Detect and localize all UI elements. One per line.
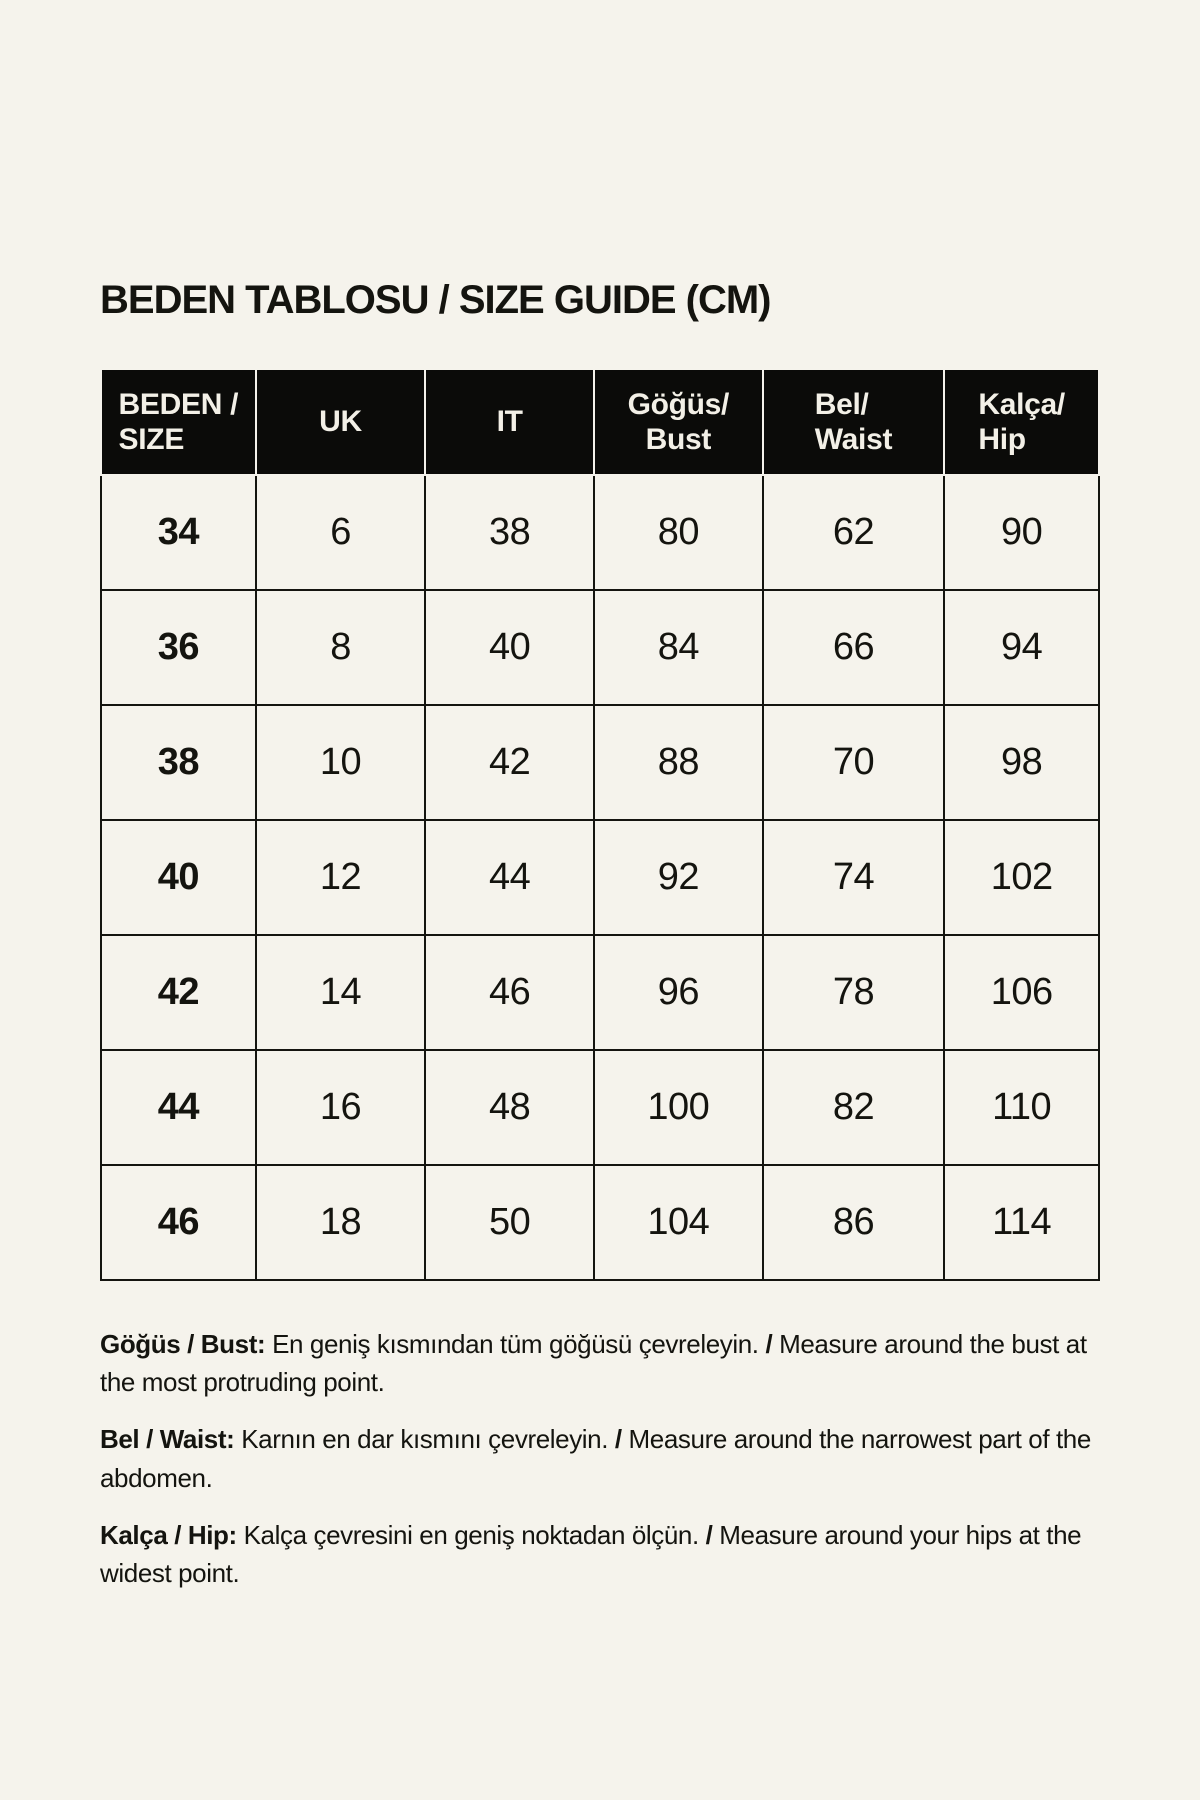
header-uk: UK — [254, 368, 427, 476]
cell-it: 40 — [424, 589, 595, 706]
note-hip-tr: Kalça çevresini en geniş noktadan ölçün. — [236, 1519, 706, 1550]
cell-it: 44 — [424, 819, 595, 936]
table-row-36: 36 8 40 84 66 94 — [100, 589, 1100, 706]
note-bust-separator: / — [765, 1329, 773, 1359]
note-waist-label: Bel / Waist: — [100, 1424, 235, 1455]
measurement-notes: Göğüs / Bust: En geniş kısmından tüm göğ… — [100, 1325, 1124, 1592]
cell-bust: 80 — [593, 474, 764, 591]
cell-it: 46 — [424, 934, 595, 1051]
header-uk-label: UK — [319, 405, 362, 439]
cell-hip: 106 — [943, 934, 1100, 1051]
cell-waist: 82 — [761, 1049, 946, 1166]
header-hip-label: Kalça/ Hip — [978, 387, 1065, 456]
cell-bust: 96 — [593, 934, 764, 1051]
cell-size: 38 — [100, 704, 257, 821]
cell-size: 46 — [100, 1164, 257, 1281]
table-row-40: 40 12 44 92 74 102 — [100, 819, 1100, 936]
note-bust-label: Göğüs / Bust: — [100, 1329, 266, 1359]
header-waist-label: Bel/ Waist — [814, 387, 893, 456]
header-waist: Bel/ Waist — [761, 368, 946, 476]
note-bust-tr: En geniş kısmından tüm göğüsü çevreleyin… — [265, 1329, 766, 1359]
cell-bust: 84 — [593, 589, 764, 706]
cell-size: 42 — [100, 934, 257, 1051]
cell-waist: 86 — [761, 1164, 946, 1281]
cell-uk: 10 — [254, 704, 427, 821]
note-waist-separator: / — [614, 1424, 622, 1455]
cell-it: 48 — [424, 1049, 595, 1166]
cell-hip: 114 — [943, 1164, 1100, 1281]
header-bust-label: Göğüs/ Bust — [627, 387, 730, 456]
cell-waist: 70 — [761, 704, 946, 821]
cell-uk: 18 — [254, 1164, 427, 1281]
header-beden-size: BEDEN / SIZE — [100, 368, 257, 476]
header-row: BEDEN / SIZE UK IT Göğüs/ Bust Bel/ Wais… — [100, 368, 1100, 476]
page-title: BEDEN TABLOSU / SIZE GUIDE (CM) — [100, 278, 771, 322]
table-row-46: 46 18 50 104 86 114 — [100, 1164, 1100, 1281]
note-hip: Kalça / Hip: Kalça çevresini en geniş no… — [100, 1516, 1124, 1592]
cell-hip: 94 — [943, 589, 1100, 706]
cell-uk: 12 — [254, 819, 427, 936]
cell-bust: 92 — [593, 819, 764, 936]
note-waist: Bel / Waist: Karnın en dar kısmını çevre… — [100, 1420, 1124, 1496]
cell-bust: 104 — [593, 1164, 764, 1281]
cell-bust: 100 — [593, 1049, 764, 1166]
size-guide-table: BEDEN / SIZE UK IT Göğüs/ Bust Bel/ Wais… — [100, 368, 1100, 1281]
cell-hip: 90 — [943, 474, 1100, 591]
note-hip-separator: / — [705, 1519, 713, 1550]
cell-uk: 6 — [254, 474, 427, 591]
cell-uk: 16 — [254, 1049, 427, 1166]
note-waist-tr: Karnın en dar kısmını çevreleyin. — [234, 1424, 615, 1455]
table-row-34: 34 6 38 80 62 90 — [100, 474, 1100, 591]
note-hip-label: Kalça / Hip: — [100, 1519, 237, 1550]
cell-waist: 74 — [761, 819, 946, 936]
header-it-label: IT — [496, 405, 523, 439]
header-bust: Göğüs/ Bust — [593, 368, 764, 476]
cell-hip: 110 — [943, 1049, 1100, 1166]
cell-size: 40 — [100, 819, 257, 936]
cell-bust: 88 — [593, 704, 764, 821]
cell-it: 38 — [424, 474, 595, 591]
table-row-42: 42 14 46 96 78 106 — [100, 934, 1100, 1051]
header-it: IT — [424, 368, 595, 476]
note-bust-en: Measure around the bust at the most prot… — [100, 1329, 1087, 1398]
header-beden-size-label: BEDEN / SIZE — [118, 387, 239, 456]
table-row-44: 44 16 48 100 82 110 — [100, 1049, 1100, 1166]
cell-waist: 78 — [761, 934, 946, 1051]
cell-size: 34 — [100, 474, 257, 591]
note-hip-en: Measure around your hips at the widest p… — [100, 1519, 1082, 1589]
note-waist-en: Measure around the narrowest part of the… — [100, 1424, 1091, 1493]
cell-size: 44 — [100, 1049, 257, 1166]
cell-uk: 8 — [254, 589, 427, 706]
header-hip: Kalça/ Hip — [943, 368, 1100, 476]
cell-it: 42 — [424, 704, 595, 821]
cell-waist: 62 — [761, 474, 946, 591]
cell-waist: 66 — [761, 589, 946, 706]
table-row-38: 38 10 42 88 70 98 — [100, 704, 1100, 821]
note-bust: Göğüs / Bust: En geniş kısmından tüm göğ… — [100, 1325, 1124, 1401]
cell-size: 36 — [100, 589, 257, 706]
cell-uk: 14 — [254, 934, 427, 1051]
cell-it: 50 — [424, 1164, 595, 1281]
cell-hip: 98 — [943, 704, 1100, 821]
cell-hip: 102 — [943, 819, 1100, 936]
